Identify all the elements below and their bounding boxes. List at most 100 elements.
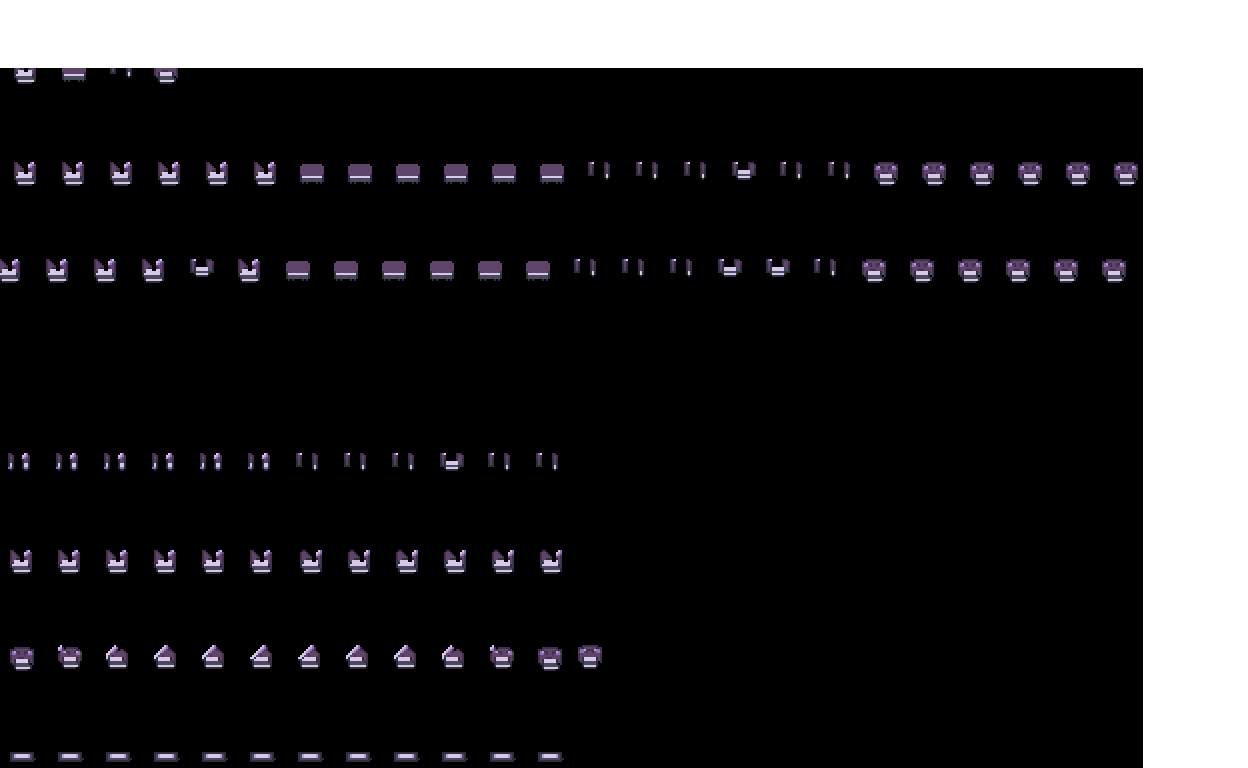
- sprite-car-split-wide[interactable]: [728, 158, 760, 190]
- sprite-car-front[interactable]: [906, 255, 938, 287]
- sprite-car-front-big[interactable]: [574, 643, 606, 675]
- sprite-car-split-narrow[interactable]: [340, 449, 372, 481]
- sprite-car-split-narrow[interactable]: [584, 158, 616, 190]
- sprite-car-front[interactable]: [6, 643, 38, 675]
- sprite-car-split-narrow[interactable]: [776, 158, 808, 190]
- sprite-car-angle-b[interactable]: [150, 643, 182, 675]
- sprite-car-top-slim[interactable]: [486, 740, 518, 768]
- sprite-car-angle-c[interactable]: [246, 643, 278, 675]
- sprite-car-angle-a[interactable]: [102, 643, 134, 675]
- sprite-car-split-tall[interactable]: [148, 449, 180, 481]
- sprite-car-rear[interactable]: [474, 255, 506, 287]
- sprite-car-top-slim[interactable]: [6, 740, 38, 768]
- sprite-car-rear[interactable]: [426, 255, 458, 287]
- sprite-car-front[interactable]: [534, 643, 566, 675]
- sprite-car-quarter-left[interactable]: [198, 546, 230, 578]
- sprite-car-rear[interactable]: [296, 158, 328, 190]
- sprite-car-top-slim[interactable]: [246, 740, 278, 768]
- sprite-car-front[interactable]: [1014, 158, 1046, 190]
- sprite-car-top-slim[interactable]: [150, 740, 182, 768]
- sprite-car-front-tilt[interactable]: [54, 643, 86, 675]
- sprite-car-quarter-left[interactable]: [154, 158, 186, 190]
- sprite-car-rear[interactable]: [440, 158, 472, 190]
- sprite-car-quarter-right[interactable]: [390, 546, 422, 578]
- sprite-car-quarter-left[interactable]: [102, 546, 134, 578]
- sprite-car-quarter-left[interactable]: [54, 546, 86, 578]
- sprite-car-top-slim[interactable]: [198, 740, 230, 768]
- sprite-car-split-narrow[interactable]: [666, 255, 698, 287]
- sprite-car-split-wide[interactable]: [714, 255, 746, 287]
- sprite-car-rear[interactable]: [392, 158, 424, 190]
- sprite-car-front[interactable]: [870, 158, 902, 190]
- sprite-car-split-narrow[interactable]: [532, 449, 564, 481]
- sprite-car-split-narrow[interactable]: [484, 449, 516, 481]
- sprite-car-quarter-right[interactable]: [534, 546, 566, 578]
- sprite-car-quarter-left[interactable]: [10, 68, 42, 88]
- sprite-car-split-narrow[interactable]: [824, 158, 856, 190]
- sprite-car-angle-b[interactable]: [342, 643, 374, 675]
- sprite-car-split-wide[interactable]: [762, 255, 794, 287]
- sprite-car-rear[interactable]: [58, 68, 90, 88]
- sprite-car-quarter-left[interactable]: [246, 546, 278, 578]
- sprite-car-front-tilt[interactable]: [486, 643, 518, 675]
- sprite-car-quarter-right[interactable]: [486, 546, 518, 578]
- sprite-car-split-tall[interactable]: [52, 449, 84, 481]
- sprite-car-angle-b[interactable]: [198, 643, 230, 675]
- sprite-car-angle-a[interactable]: [438, 643, 470, 675]
- sprite-car-front[interactable]: [918, 158, 950, 190]
- sprite-car-rear[interactable]: [536, 158, 568, 190]
- sprite-car-split-tall[interactable]: [196, 449, 228, 481]
- sprite-car-rear[interactable]: [522, 255, 554, 287]
- sprite-car-split-narrow[interactable]: [106, 68, 138, 88]
- sprite-car-quarter-left[interactable]: [202, 158, 234, 190]
- sprite-car-quarter-left[interactable]: [138, 255, 170, 287]
- sprite-car-split-narrow[interactable]: [810, 255, 842, 287]
- sprite-car-quarter-left[interactable]: [10, 158, 42, 190]
- sprite-car-rear[interactable]: [282, 255, 314, 287]
- sprite-car-split-narrow[interactable]: [388, 449, 420, 481]
- sprite-car-top-slim[interactable]: [390, 740, 422, 768]
- sprite-car-top-slim[interactable]: [102, 740, 134, 768]
- sprite-car-quarter-left[interactable]: [250, 158, 282, 190]
- sprite-sheet-canvas[interactable]: [0, 68, 1143, 768]
- sprite-car-rear[interactable]: [488, 158, 520, 190]
- sprite-car-quarter-left[interactable]: [90, 255, 122, 287]
- sprite-car-split-tall[interactable]: [244, 449, 276, 481]
- sprite-car-rear[interactable]: [378, 255, 410, 287]
- sprite-car-front[interactable]: [1110, 158, 1142, 190]
- sprite-car-quarter-left[interactable]: [0, 255, 26, 287]
- sprite-car-split-narrow[interactable]: [680, 158, 712, 190]
- sprite-car-angle-c[interactable]: [294, 643, 326, 675]
- sprite-car-front[interactable]: [954, 255, 986, 287]
- sprite-car-front[interactable]: [1002, 255, 1034, 287]
- sprite-car-split-tall[interactable]: [4, 449, 36, 481]
- sprite-car-angle-b[interactable]: [390, 643, 422, 675]
- sprite-car-top-slim[interactable]: [534, 740, 566, 768]
- sprite-car-top-slim[interactable]: [54, 740, 86, 768]
- sprite-car-front[interactable]: [1098, 255, 1130, 287]
- sprite-car-split-wide[interactable]: [186, 255, 218, 287]
- sprite-car-split-narrow[interactable]: [618, 255, 650, 287]
- sprite-car-quarter-left[interactable]: [6, 546, 38, 578]
- sprite-car-rear[interactable]: [344, 158, 376, 190]
- sprite-car-top-slim[interactable]: [342, 740, 374, 768]
- sprite-car-quarter-left[interactable]: [106, 158, 138, 190]
- sprite-car-split-narrow[interactable]: [570, 255, 602, 287]
- sprite-car-front[interactable]: [150, 68, 182, 88]
- sprite-car-quarter-right[interactable]: [294, 546, 326, 578]
- sprite-car-split-narrow[interactable]: [632, 158, 664, 190]
- sprite-car-quarter-left[interactable]: [150, 546, 182, 578]
- sprite-car-quarter-right[interactable]: [342, 546, 374, 578]
- sprite-car-front[interactable]: [1062, 158, 1094, 190]
- sprite-car-split-narrow[interactable]: [292, 449, 324, 481]
- sprite-car-split-tall[interactable]: [100, 449, 132, 481]
- sprite-car-front[interactable]: [1050, 255, 1082, 287]
- sprite-car-split-wide[interactable]: [436, 449, 468, 481]
- sprite-car-quarter-right[interactable]: [438, 546, 470, 578]
- sprite-car-top-slim[interactable]: [438, 740, 470, 768]
- sprite-car-rear[interactable]: [330, 255, 362, 287]
- sprite-car-front[interactable]: [858, 255, 890, 287]
- sprite-car-front[interactable]: [966, 158, 998, 190]
- sprite-car-quarter-left[interactable]: [42, 255, 74, 287]
- sprite-car-quarter-left[interactable]: [234, 255, 266, 287]
